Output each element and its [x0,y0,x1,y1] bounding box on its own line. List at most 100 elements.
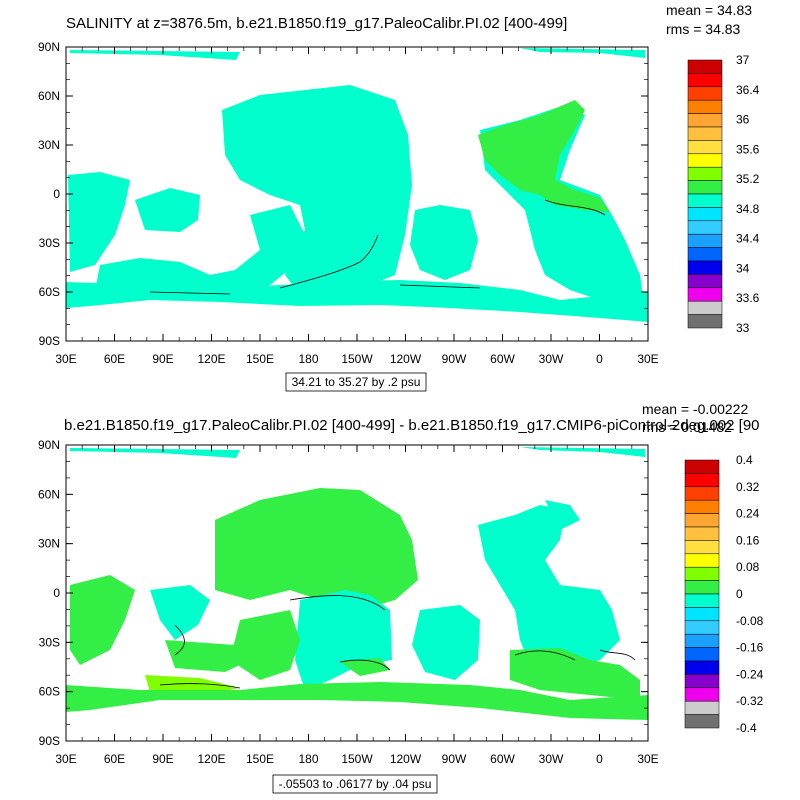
lat-label: 0 [53,187,60,201]
colorbar-label: 0.32 [736,480,760,494]
colorbar-label: -0.24 [736,667,764,681]
colorbar-label: 34 [736,261,750,275]
diff-arctic-west [70,448,240,458]
ocean-east-pacific [410,205,478,280]
colorbar-swatch [687,73,723,88]
lat-label: 0 [53,586,60,600]
lon-label: 150E [246,752,274,766]
colorbar-swatch [687,193,723,208]
lon-label: 120W [390,752,422,766]
diff-east-pacific [412,605,480,680]
colorbar-label: 33.6 [736,291,760,305]
colorbar-swatch [684,687,720,702]
panel-1-axis-ticks [65,46,649,342]
lon-label: 30E [637,352,658,366]
lon-label: 60W [490,352,515,366]
diff-south-atlantic [510,648,640,700]
lat-label: 60S [39,285,60,299]
lon-label: 180 [298,752,318,766]
colorbar-swatch [684,513,720,528]
panel-1-contour-info: 34.21 to 35.27 by .2 psu [292,375,421,389]
colorbar-label: -0.32 [736,694,764,708]
colorbar-swatch [684,593,720,608]
colorbar-swatch [684,566,720,581]
lon-label: 60E [104,352,125,366]
diff-west-indian [70,575,135,665]
colorbar-swatch [687,220,723,235]
colorbar-swatch [687,207,723,222]
colorbar-swatch [687,86,723,101]
colorbar-label: 36 [736,113,750,127]
lat-label: 90S [39,734,60,748]
panel-1-mean: mean = 34.83 [666,2,752,18]
colorbar-label: -0.4 [736,721,757,735]
colorbar-label: 0.4 [736,453,753,467]
lat-label: 90N [38,438,60,452]
ocean-southern [66,280,648,322]
lon-label: 30E [55,352,76,366]
lon-label: 120W [390,352,422,366]
colorbar-swatch [684,526,720,541]
colorbar-swatch [684,473,720,488]
panel-2-axis-ticks [65,444,649,742]
ocean-north-atlantic [478,100,610,212]
colorbar-swatch [687,287,723,302]
colorbar-label: 34.8 [736,202,760,216]
ocean-arctic-west [70,50,240,60]
ocean-central-indian [135,188,200,232]
diff-central-indian [150,585,210,640]
colorbar-swatch [687,314,723,329]
ocean-west-indian [68,172,130,272]
colorbar-label: 36.4 [736,83,760,97]
panel-1-lat-labels: 90N 60N 30N 0 30S 60S 90S [38,40,60,348]
lon-label: 120E [197,352,225,366]
colorbar-swatch [687,99,723,114]
lon-label: 30W [539,752,564,766]
diff-atlantic [478,505,620,670]
colorbar-label: -0.08 [736,614,764,628]
panel-1-colorbar: 37 36.4 36 35.6 35.2 34.8 34.4 34 33.6 33 [687,53,760,335]
diff-yellowgreen-patch [145,675,240,694]
colorbar-swatch [684,607,720,622]
panel-2-lon-labels: 30E 60E 90E 120E 150E 180 150W 120W 90W 60W 30W 0 30… [55,752,658,766]
lon-label: 150W [341,752,373,766]
lon-label: 150W [341,352,373,366]
colorbar-label: 34.4 [736,232,760,246]
colorbar-swatch [684,700,720,715]
colorbar-swatch [687,153,723,168]
panel-1: SALINITY at z=3876.5m, b.e21.B1850.f19_g… [38,2,760,392]
colorbar-swatch [687,59,723,74]
lon-label: 90W [442,352,467,366]
lon-label: 0 [596,752,603,766]
lon-label: 30W [539,352,564,366]
colorbar-swatch [687,233,723,248]
lat-label: 90S [39,334,60,348]
colorbar-swatch [684,647,720,662]
colorbar-label: 0.24 [736,507,760,521]
colorbar-label: 33 [736,321,750,335]
colorbar-swatch [687,260,723,275]
lon-label: 180 [298,352,318,366]
colorbar-swatch [687,247,723,262]
colorbar-swatch [684,633,720,648]
colorbar-label: 37 [736,53,750,67]
diff-tasman [230,610,300,680]
panel-2-colorbar: 0.4 0.32 0.24 0.16 0.08 0 -0.08 -0.16 -0.24 -0.32… [684,453,764,735]
panel-2-lat-labels: 90N 60N 30N 0 30S 60S 90S [38,438,60,748]
colorbar-swatch [684,620,720,635]
colorbar-label: 0.16 [736,533,760,547]
diff-pacific-south [295,590,392,690]
colorbar-swatch [684,499,720,514]
colorbar-label: -0.16 [736,641,764,655]
panel-2-mean: mean = -0.00222 [642,401,748,417]
lat-label: 60S [39,685,60,699]
lat-label: 30N [38,138,60,152]
lon-label: 0 [596,352,603,366]
lon-label: 90E [152,752,173,766]
colorbar-label: 35.6 [736,142,760,156]
colorbar-swatch [684,714,720,729]
lon-label: 30E [637,752,658,766]
panel-2-title: b.e21.B1850.f19_g17.PaleoCalibr.PI.02 [4… [64,417,760,434]
lon-label: 30E [55,752,76,766]
